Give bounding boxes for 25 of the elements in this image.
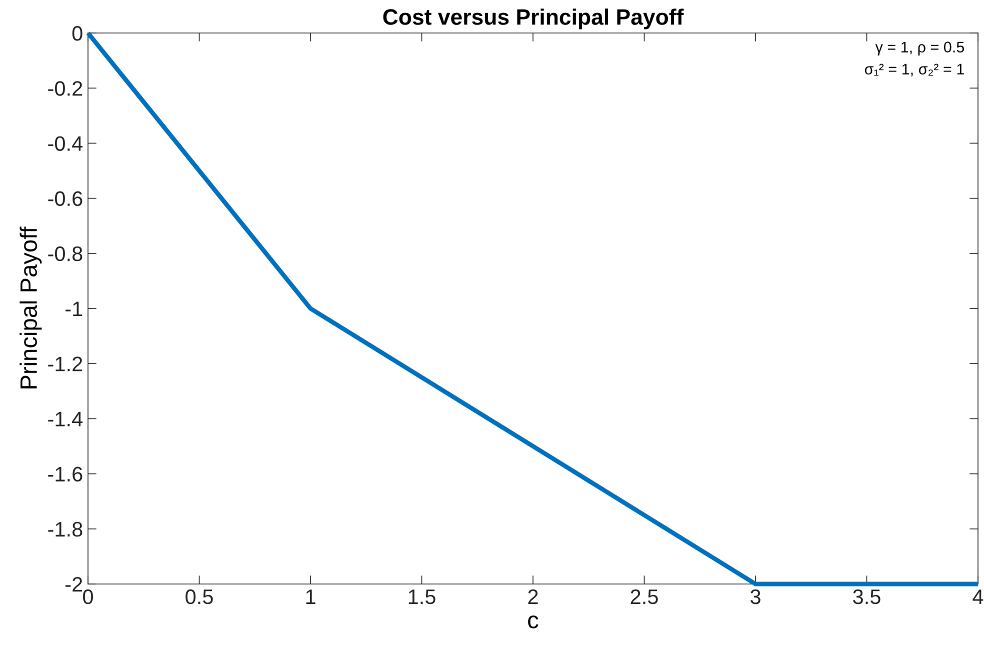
- chart-title: Cost versus Principal Payoff: [383, 8, 684, 30]
- y-tick-label: -1.2: [48, 356, 82, 372]
- annotation: σ₁² = 1, σ₂² = 1: [864, 64, 964, 76]
- x-tick-label: 1.5: [408, 590, 436, 604]
- y-tick-label: -1.8: [48, 522, 82, 537]
- y-tick-label: -0.2: [48, 81, 82, 96]
- y-tick-label: -1.6: [48, 466, 82, 482]
- x-tick-label: 4: [972, 590, 984, 604]
- y-tick-label: -2: [66, 577, 82, 592]
- x-tick-label: 3.5: [853, 589, 880, 604]
- y-tick-label: -0.8: [48, 246, 82, 262]
- y-tick-label: -1.4: [48, 412, 83, 426]
- annotation: γ = 1, ρ = 0.5: [875, 42, 964, 56]
- x-tick-label: 2: [528, 589, 538, 604]
- x-tick-label: 2.5: [630, 589, 658, 604]
- x-tick-label: 0: [83, 589, 93, 604]
- x-axis-title: c: [528, 615, 538, 628]
- x-tick-label: 3: [750, 589, 760, 604]
- y-tick-label: -0.4: [48, 136, 83, 151]
- y-tick-label: 0: [72, 26, 82, 41]
- x-tick-label: 0.5: [186, 589, 213, 604]
- y-tick-label: -0.6: [48, 191, 82, 206]
- y-tick-label: -1: [66, 302, 82, 316]
- x-tick-label: 1: [306, 590, 316, 604]
- y-axis-title: Principal Payoff: [20, 226, 42, 388]
